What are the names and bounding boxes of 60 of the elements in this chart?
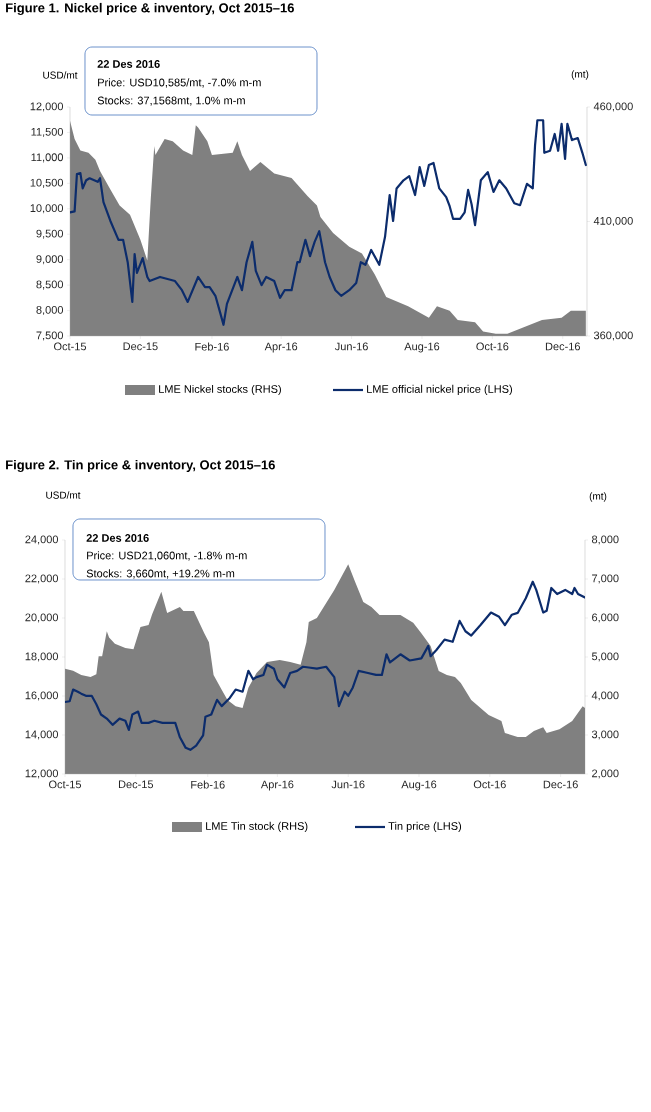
- chart-title: Figure 2. Tin price & inventory, Oct 2015–16: [6, 459, 275, 473]
- y-tick-label: 14,000: [25, 730, 59, 740]
- y-tick-label: 11,500: [31, 127, 64, 137]
- y-axis-title: USD/mt: [43, 71, 78, 79]
- y2-tick-label: 3,000: [591, 730, 619, 740]
- y-tick-label: 18,000: [25, 652, 59, 662]
- x-tick-label: Oct-16: [473, 780, 506, 789]
- y2-axis-title: (mt): [589, 492, 607, 502]
- legend-label: LME Tin stock (RHS): [206, 821, 308, 833]
- legend-label: Tin price (LHS): [388, 821, 462, 833]
- y2-tick-label: 410,000: [593, 216, 633, 227]
- x-tick-label: Aug-16: [401, 780, 437, 791]
- legend-label: LME official nickel price (LHS): [367, 384, 512, 396]
- y-tick-label: 9,000: [36, 255, 64, 265]
- y2-tick-label: 7,000: [592, 574, 619, 584]
- chart-title: Figure 1. Nickel price & inventory, Oct 2015–16: [6, 2, 294, 16]
- y-tick-label: 12,000: [30, 102, 64, 112]
- annotation: Stocks: 3,660mt, +19.2% m-m: [86, 569, 235, 579]
- text: Stocks: 37,1568mt, 1.0% m-m: [97, 96, 245, 106]
- x-tick-label: Oct-16: [476, 342, 509, 351]
- y-axis-title: USD/mt: [46, 491, 81, 499]
- y-tick-label: 10,500: [30, 178, 64, 188]
- annotation: Price: USD21,060mt, -1.8% m-m: [87, 551, 247, 561]
- x-tick-label: Jun-16: [334, 342, 368, 351]
- y-tick-label: 24,000: [25, 535, 59, 545]
- x-tick-label: Dec-16: [543, 780, 578, 789]
- y-tick-label: 7,500: [36, 331, 64, 341]
- y-tick-label: 16,000: [25, 691, 59, 701]
- y2-tick-label: 6,000: [592, 613, 619, 623]
- y-tick-label: 12,000: [25, 769, 59, 779]
- text: 22 Des 2016: [97, 60, 160, 68]
- y2-tick-label: 5,000: [591, 652, 619, 662]
- y-tick-label: 8,500: [36, 280, 64, 290]
- x-tick-label: Aug-16: [404, 342, 440, 353]
- x-tick-label: Feb-16: [195, 342, 229, 351]
- y2-tick-label: 4,000: [591, 691, 619, 701]
- x-tick-label: Feb-16: [191, 780, 225, 789]
- legend-label: LME Nickel stocks (RHS): [159, 384, 281, 396]
- y-tick-label: 9,500: [36, 229, 64, 239]
- x-tick-label: Jun-16: [331, 780, 365, 789]
- y-tick-label: 11,000: [31, 153, 64, 163]
- y2-tick-label: 8,000: [591, 535, 619, 545]
- text: Price: USD10,585/mt, -7.0% m-m: [98, 78, 261, 88]
- y2-tick-label: 360,000: [593, 331, 633, 341]
- x-tick-label: Apr-16: [260, 780, 294, 791]
- y2-tick-label: 460,000: [593, 102, 633, 112]
- x-tick-label: Dec-15: [123, 342, 158, 351]
- x-tick-label: Oct-15: [54, 342, 87, 351]
- x-tick-label: Apr-16: [264, 342, 298, 353]
- x-tick-label: Dec-16: [545, 342, 580, 351]
- y-tick-label: 8,000: [36, 306, 64, 316]
- y-tick-label: 20,000: [25, 613, 59, 623]
- y-tick-label: 10,000: [30, 204, 64, 214]
- x-tick-label: Oct-15: [49, 780, 82, 789]
- y2-tick-label: 2,000: [592, 769, 619, 779]
- y2-axis-title: (mt): [571, 70, 589, 80]
- y-tick-label: 22,000: [25, 574, 59, 584]
- x-tick-label: Dec-15: [118, 780, 154, 789]
- line-series: [65, 580, 585, 751]
- annotation: 22 Des 2016: [86, 534, 149, 542]
